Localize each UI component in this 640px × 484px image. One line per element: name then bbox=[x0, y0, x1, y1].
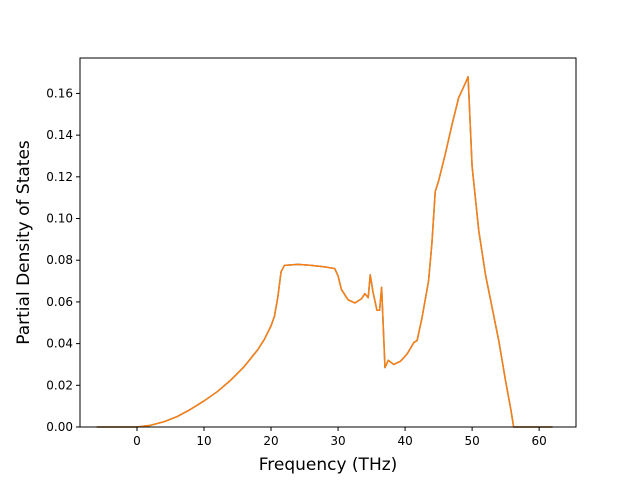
x-tick-label: 0 bbox=[133, 434, 141, 448]
x-axis-label: Frequency (THz) bbox=[259, 455, 398, 475]
x-tick-label: 40 bbox=[397, 434, 412, 448]
series-layer bbox=[96, 76, 553, 428]
x-tick-label: 60 bbox=[531, 434, 546, 448]
y-tick-label: 0.08 bbox=[46, 253, 73, 267]
plot-frame bbox=[79, 57, 577, 428]
y-tick-label: 0.02 bbox=[46, 378, 73, 392]
x-tick-label: 10 bbox=[196, 434, 211, 448]
y-tick-label: 0.00 bbox=[46, 420, 73, 434]
series-line-1 bbox=[96, 76, 553, 428]
y-tick-label: 0.14 bbox=[46, 128, 73, 142]
y-axis-ticks: 0.00 0.02 0.04 0.06 0.08 0.10 0.12 0.14 0.16 bbox=[46, 86, 80, 434]
x-tick-label: 50 bbox=[464, 434, 479, 448]
series-line-2 bbox=[96, 76, 553, 428]
y-tick-label: 0.16 bbox=[46, 86, 73, 100]
x-axis-ticks: 0 10 20 30 40 50 60 bbox=[133, 427, 547, 448]
y-axis-label: Partial Density of States bbox=[14, 140, 34, 345]
y-tick-label: 0.04 bbox=[46, 337, 73, 351]
y-tick-label: 0.12 bbox=[46, 170, 73, 184]
y-tick-label: 0.10 bbox=[46, 212, 73, 226]
x-tick-label: 20 bbox=[263, 434, 278, 448]
x-tick-label: 30 bbox=[330, 434, 345, 448]
y-tick-label: 0.06 bbox=[46, 295, 73, 309]
